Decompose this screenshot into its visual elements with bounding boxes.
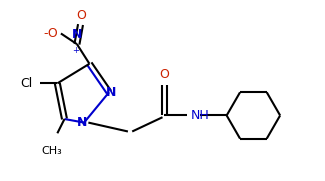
Text: N: N xyxy=(106,86,116,99)
Text: O: O xyxy=(76,9,86,22)
Text: O: O xyxy=(159,68,169,81)
Text: +: + xyxy=(72,46,79,55)
Text: -O: -O xyxy=(43,27,58,40)
Text: NH: NH xyxy=(191,109,210,122)
Text: N: N xyxy=(72,28,82,41)
Text: CH₃: CH₃ xyxy=(42,146,62,156)
Text: N: N xyxy=(77,116,87,129)
Text: Cl: Cl xyxy=(20,77,32,90)
